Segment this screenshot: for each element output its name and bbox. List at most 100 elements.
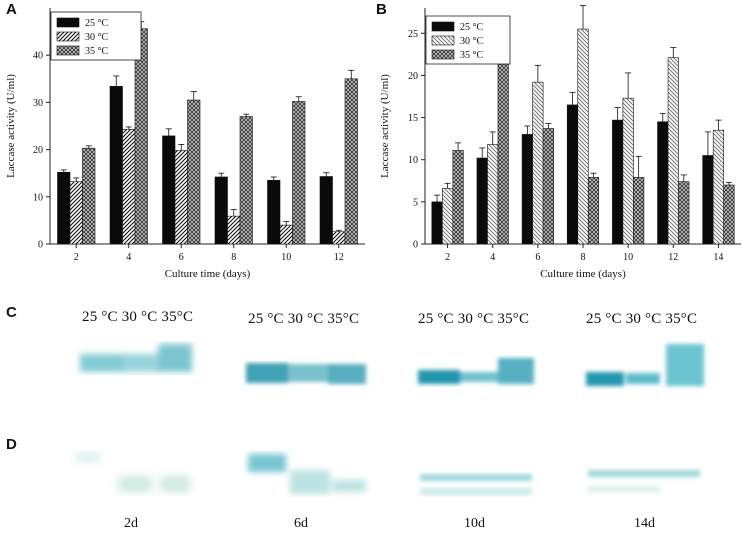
bar: [612, 119, 624, 245]
x-tick-label: 4: [490, 252, 495, 263]
y-tick-label: 0: [38, 240, 43, 251]
gel-band: [80, 354, 122, 372]
x-tick-label: 10: [281, 252, 291, 263]
bar: [214, 176, 228, 245]
bar: [542, 128, 554, 245]
x-tick-label: 12: [334, 252, 344, 263]
bar: [344, 78, 358, 245]
bar: [532, 81, 544, 245]
gel-d-day-6d: 6d: [294, 516, 308, 531]
gel-band: [460, 372, 498, 382]
gel-band: [246, 363, 288, 383]
y-tick-label: 25: [408, 29, 418, 40]
gel-band: [120, 354, 158, 372]
bar: [122, 129, 136, 245]
bar: [667, 57, 679, 245]
bar: [239, 116, 253, 245]
legend-swatch: [431, 49, 455, 60]
y-tick-label: 20: [408, 71, 418, 82]
x-tick-label: 2: [445, 252, 450, 263]
x-axis-label: Culture time (days): [540, 268, 626, 280]
bar: [521, 134, 533, 245]
y-tick-label: 30: [33, 98, 43, 109]
bar: [134, 28, 148, 245]
bar: [57, 171, 71, 245]
gel-c-header-4: 25 °C 30 °C 35°C: [586, 311, 698, 327]
gel-c-group-2: [246, 363, 366, 384]
legend-swatch: [56, 17, 80, 28]
gel-c-group-4: [586, 344, 704, 386]
gel-d-day-2d: 2d: [124, 516, 138, 531]
gel-band: [588, 470, 700, 477]
bar: [431, 201, 443, 245]
gel-band: [588, 486, 660, 492]
gel-band: [498, 358, 534, 384]
bar: [678, 181, 690, 245]
gel-band: [420, 488, 532, 495]
gel-image: [76, 344, 704, 495]
bar: [577, 28, 589, 245]
y-tick-label: 40: [33, 51, 43, 62]
bar: [162, 135, 176, 245]
bar: [452, 150, 464, 245]
bar: [174, 150, 188, 245]
legend-label: 35 °C: [85, 46, 108, 57]
bar: [657, 121, 669, 245]
legend-label: 30 °C: [85, 32, 108, 43]
x-tick-label: 6: [179, 252, 184, 263]
chart-b: 0 5 10 15 20 25 2 4 6 8 10 12 14 Culture time (days) L…: [379, 5, 741, 280]
legend-swatch: [56, 45, 80, 56]
bar: [566, 104, 579, 245]
x-axis-label: Culture time (days): [165, 268, 251, 280]
chart-a: 0 10 20 30 40 2 4 6 8 10 12 Culture time (days) Lacc…: [5, 8, 365, 280]
gel-band: [666, 344, 704, 386]
panel-label-b: B: [376, 1, 387, 18]
legend-label: 30 °C: [460, 36, 483, 47]
x-tick-label: 12: [668, 252, 678, 263]
gel-d-day-10d: 10d: [464, 516, 485, 531]
gel-band: [288, 364, 328, 382]
gel-band: [160, 476, 190, 492]
x-tick-label: 8: [581, 252, 586, 263]
bar: [497, 51, 509, 245]
bar: [319, 176, 333, 245]
gel-c-group-1: [80, 344, 192, 372]
y-tick-label: 20: [33, 145, 43, 156]
bar: [442, 188, 454, 245]
gel-c-header-3: 25 °C 30 °C 35°C: [418, 311, 530, 327]
bar: [476, 157, 488, 245]
bar: [267, 179, 281, 245]
x-tick-label: 10: [623, 252, 633, 263]
x-tick-label: 2: [74, 252, 79, 263]
y-axis-label: Laccase activity (U/ml): [379, 74, 391, 178]
y-tick-label: 5: [413, 197, 418, 208]
gel-c-header-2: 25 °C 30 °C 35°C: [248, 311, 360, 327]
gel-band: [420, 474, 532, 481]
legend-swatch: [431, 21, 455, 32]
bar: [712, 129, 724, 245]
panel-label-d: D: [6, 436, 17, 453]
y-tick-label: 0: [413, 240, 418, 251]
gel-band: [332, 480, 366, 492]
gel-d-group-3: [420, 474, 532, 495]
legend-label: 35 °C: [460, 50, 483, 61]
bar: [633, 177, 645, 245]
bar: [723, 184, 735, 245]
gel-d-day-14d: 14d: [634, 516, 655, 531]
gel-d-group-4: [588, 470, 700, 492]
bar: [69, 181, 83, 245]
y-tick-label: 10: [33, 192, 43, 203]
bar: [487, 144, 499, 245]
gel-c-header-1: 25 °C 30 °C 35°C: [82, 309, 194, 325]
bar: [82, 147, 96, 245]
x-tick-label: 8: [231, 252, 236, 263]
gel-band: [76, 454, 100, 460]
bar: [587, 177, 600, 245]
gel-d-group-1: [76, 454, 190, 492]
bar: [279, 224, 293, 245]
legend-label: 25 °C: [460, 22, 483, 33]
bar: [109, 86, 123, 245]
legend-label: 25 °C: [85, 18, 108, 29]
gel-band: [586, 372, 624, 386]
bar: [622, 97, 634, 245]
